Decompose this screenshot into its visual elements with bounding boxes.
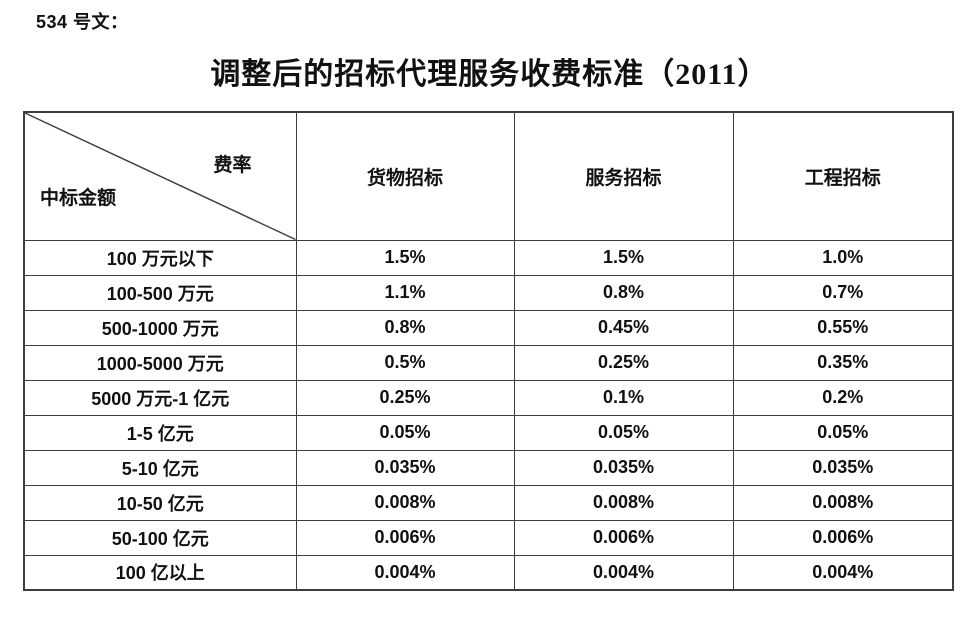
table-row: 1-5 亿元 0.05% 0.05% 0.05% (23, 414, 954, 451)
services-rate-cell: 0.035% (513, 449, 734, 486)
amount-range-cell: 50-100 亿元 (23, 519, 297, 556)
works-rate-cell: 0.006% (732, 519, 954, 556)
amount-range-cell: 5-10 亿元 (23, 449, 297, 486)
amount-range-cell: 10-50 亿元 (23, 484, 297, 521)
works-rate-cell: 0.004% (732, 554, 954, 591)
services-rate-cell: 0.05% (513, 414, 734, 451)
column-header-works-bidding: 工程招标 (732, 111, 954, 241)
diagonal-divider-line (25, 113, 296, 240)
goods-rate-cell: 0.035% (295, 449, 515, 486)
page-title: 调整后的招标代理服务收费标准（2011） (210, 58, 769, 91)
services-rate-cell: 0.25% (513, 344, 734, 381)
services-rate-cell: 1.5% (513, 239, 734, 276)
goods-rate-cell: 1.1% (295, 274, 515, 311)
goods-rate-cell: 0.006% (295, 519, 515, 556)
amount-range-cell: 5000 万元-1 亿元 (23, 379, 297, 416)
services-rate-cell: 0.006% (513, 519, 734, 556)
table-row: 1000-5000 万元 0.5% 0.25% 0.35% (23, 344, 954, 381)
goods-rate-cell: 0.25% (295, 379, 515, 416)
amount-range-cell: 100 亿以上 (23, 554, 297, 591)
services-rate-cell: 0.1% (513, 379, 734, 416)
corner-label-rate: 费率 (213, 155, 252, 176)
table-row: 100 万元以下 1.5% 1.5% 1.0% (23, 239, 954, 276)
table-row: 100 亿以上 0.004% 0.004% 0.004% (23, 554, 954, 591)
goods-rate-cell: 0.004% (295, 554, 515, 591)
works-rate-cell: 0.2% (732, 379, 954, 416)
corner-label-amount: 中标金额 (40, 187, 117, 209)
fee-schedule-table: 费率 中标金额 货物招标 服务招标 工程招标 100 万元以下 1.5% 1.5… (23, 111, 954, 591)
works-rate-cell: 0.7% (732, 274, 954, 311)
column-header-services-bidding: 服务招标 (513, 111, 734, 241)
works-rate-cell: 0.05% (732, 414, 954, 451)
table-row: 100-500 万元 1.1% 0.8% 0.7% (23, 274, 954, 311)
amount-range-cell: 1000-5000 万元 (23, 344, 297, 381)
amount-range-cell: 500-1000 万元 (23, 309, 297, 346)
goods-rate-cell: 0.5% (295, 344, 515, 381)
column-header-goods-bidding: 货物招标 (295, 111, 515, 241)
table-row: 5000 万元-1 亿元 0.25% 0.1% 0.2% (23, 379, 954, 416)
corner-header-cell: 费率 中标金额 (23, 111, 297, 241)
doc-number-label: 534 号文： (36, 12, 129, 32)
works-rate-cell: 0.035% (732, 449, 954, 486)
goods-rate-cell: 1.5% (295, 239, 515, 276)
works-rate-cell: 0.35% (732, 344, 954, 381)
table-row: 10-50 亿元 0.008% 0.008% 0.008% (23, 484, 954, 521)
table-row: 500-1000 万元 0.8% 0.45% 0.55% (23, 309, 954, 346)
services-rate-cell: 0.008% (513, 484, 734, 521)
amount-range-cell: 1-5 亿元 (23, 414, 297, 451)
works-rate-cell: 0.55% (732, 309, 954, 346)
table-header-row: 费率 中标金额 货物招标 服务招标 工程招标 (23, 111, 954, 241)
table-row: 50-100 亿元 0.006% 0.006% 0.006% (23, 519, 954, 556)
works-rate-cell: 1.0% (732, 239, 954, 276)
goods-rate-cell: 0.05% (295, 414, 515, 451)
works-rate-cell: 0.008% (732, 484, 954, 521)
services-rate-cell: 0.8% (513, 274, 734, 311)
amount-range-cell: 100-500 万元 (23, 274, 297, 311)
table-row: 5-10 亿元 0.035% 0.035% 0.035% (23, 449, 954, 486)
goods-rate-cell: 0.8% (295, 309, 515, 346)
services-rate-cell: 0.004% (513, 554, 734, 591)
amount-range-cell: 100 万元以下 (23, 239, 297, 276)
services-rate-cell: 0.45% (513, 309, 734, 346)
goods-rate-cell: 0.008% (295, 484, 515, 521)
